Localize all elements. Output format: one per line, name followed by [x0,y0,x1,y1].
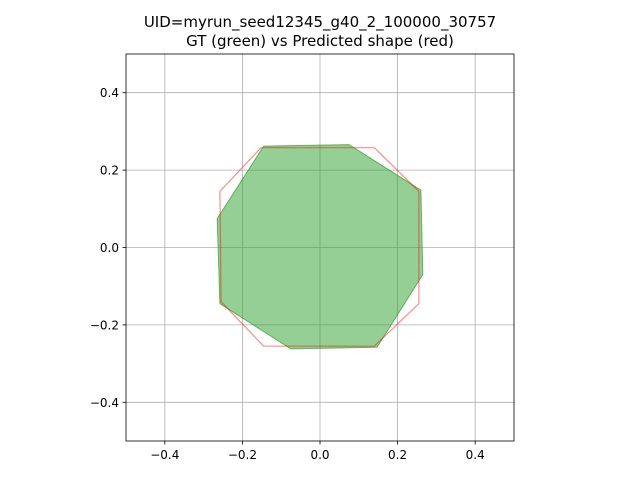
y-tick-label-2: 0.0 [100,241,119,255]
y-tick-label-3: 0.2 [100,164,119,178]
x-tick-label-1: −0.2 [228,448,257,462]
chart-title-line2: GT (green) vs Predicted shape (red) [186,32,454,50]
x-tick-label-4: 0.4 [466,448,485,462]
chart-title-line1: UID=myrun_seed12345_g40_2_100000_30757 [144,13,496,32]
plot-area: −0.4 −0.2 0.0 0.2 0.4 −0.4 −0.2 0.0 0.2 0.4 [90,53,515,462]
x-tick-label-0: −0.4 [150,448,179,462]
y-tick-label-4: 0.4 [100,86,119,100]
y-tick-label-0: −0.4 [90,396,119,410]
y-tick-label-1: −0.2 [90,318,119,332]
x-tick-label-2: 0.0 [310,448,329,462]
x-tick-label-3: 0.2 [388,448,407,462]
series-gt-polygon [216,144,424,350]
series-predicted-outline [219,147,420,347]
